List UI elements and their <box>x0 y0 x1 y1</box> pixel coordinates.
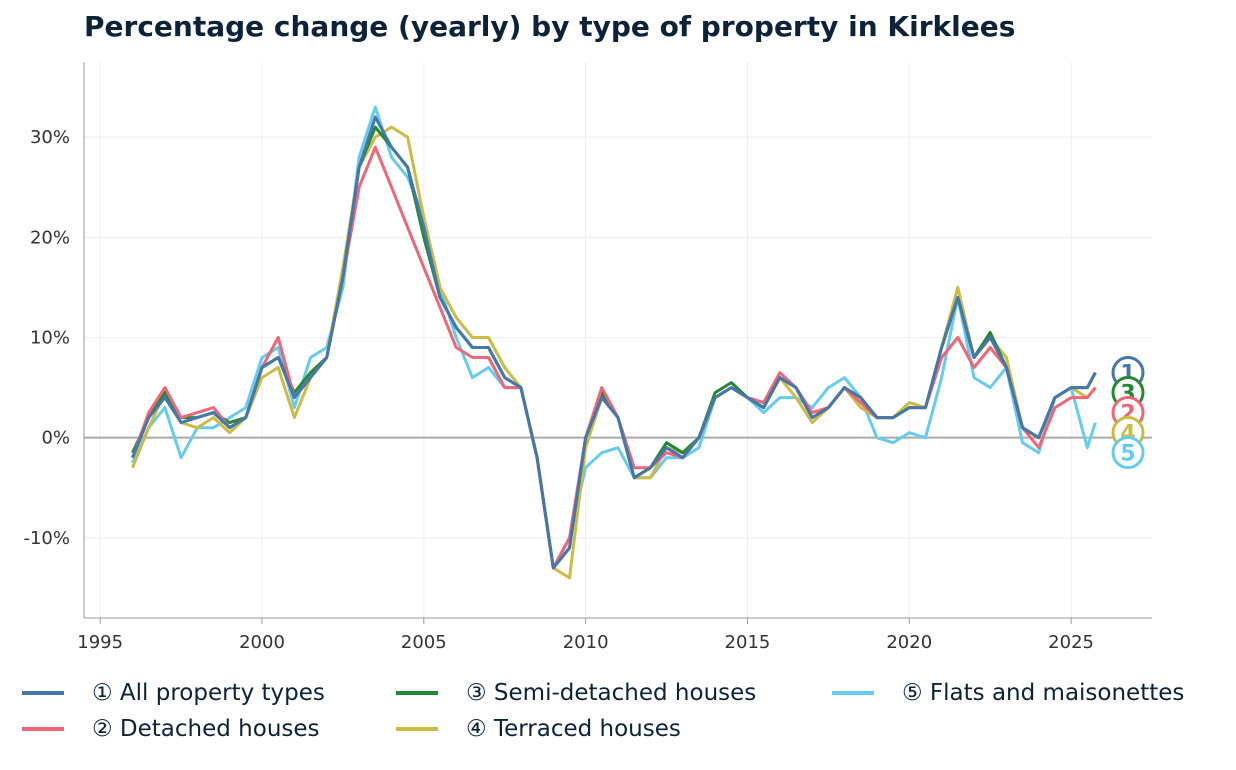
x-tick-label: 2010 <box>563 632 609 653</box>
y-tick-label: 30% <box>30 127 70 148</box>
legend-label: ① All property types <box>92 680 325 706</box>
end-marker-circle <box>1111 436 1145 470</box>
x-tick-label: 2020 <box>886 632 932 653</box>
legend-item-flats: ⑤ Flats and maisonettes <box>832 680 1184 706</box>
x-tick-label: 2000 <box>239 632 285 653</box>
end-marker-label: 5 <box>1120 442 1135 467</box>
x-tick-label: 2015 <box>725 632 771 653</box>
x-tick-label: 2005 <box>401 632 447 653</box>
chart-title: Percentage change (yearly) by type of pr… <box>84 10 1016 43</box>
legend-item-all: ① All property types <box>22 680 325 706</box>
legend-label: ③ Semi-detached houses <box>466 680 757 706</box>
legend-item-semi: ③ Semi-detached houses <box>396 680 756 706</box>
series-line-4 <box>131 125 1097 580</box>
legend-label: ④ Terraced houses <box>466 716 681 742</box>
legend-swatch <box>22 727 64 731</box>
legend-swatch <box>832 691 874 695</box>
x-tick-label: 1995 <box>77 632 123 653</box>
legend-item-terraced: ④ Terraced houses <box>396 716 681 742</box>
legend-item-detached: ② Detached houses <box>22 716 320 742</box>
x-tick-label: 2025 <box>1048 632 1094 653</box>
legend-swatch <box>396 727 438 731</box>
y-tick-label: 0% <box>41 428 70 449</box>
y-tick-label: 10% <box>30 327 70 348</box>
y-tick-label: -10% <box>23 528 70 549</box>
y-tick-label: 20% <box>30 227 70 248</box>
series-line-1 <box>131 115 1097 570</box>
legend-swatch <box>396 691 438 695</box>
legend-swatch <box>22 691 64 695</box>
legend-label: ⑤ Flats and maisonettes <box>902 680 1185 706</box>
legend-label: ② Detached houses <box>92 716 320 742</box>
series-line-5 <box>131 105 1097 570</box>
